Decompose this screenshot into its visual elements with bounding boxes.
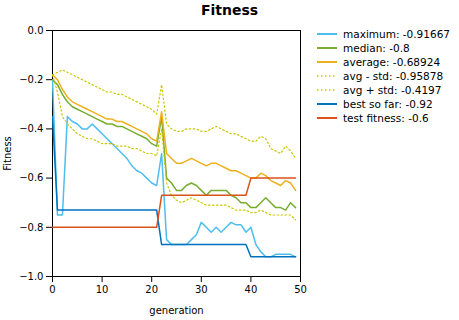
html-text:average: -0.68924: average: -0.68924 bbox=[343, 56, 441, 68]
html-text:Fitness: Fitness bbox=[200, 2, 259, 18]
html-text:median: -0.8: median: -0.8 bbox=[343, 42, 410, 54]
svg-text:30: 30 bbox=[195, 284, 208, 295]
html-text:best so far: -0.92: best so far: -0.92 bbox=[343, 98, 433, 110]
html-text:avg + std: -0.4197: avg + std: -0.4197 bbox=[343, 84, 442, 96]
html-text:avg - std: -0.95878: avg - std: -0.95878 bbox=[343, 70, 444, 82]
svg-text:−1.0: −1.0 bbox=[19, 271, 43, 282]
svg-text:0: 0 bbox=[49, 284, 55, 295]
svg-text:−0.6: −0.6 bbox=[19, 172, 43, 183]
html-text:test fitness: -0.6: test fitness: -0.6 bbox=[343, 112, 429, 124]
svg-text:10: 10 bbox=[96, 284, 109, 295]
svg-text:20: 20 bbox=[145, 284, 158, 295]
svg-text:−0.8: −0.8 bbox=[19, 222, 43, 233]
svg-text:generation: generation bbox=[149, 305, 203, 316]
svg-text:40: 40 bbox=[245, 284, 258, 295]
svg-text:50: 50 bbox=[294, 284, 307, 295]
html-text:maximum: -0.91667: maximum: -0.91667 bbox=[343, 28, 450, 40]
svg-text:−0.4: −0.4 bbox=[19, 123, 43, 134]
svg-text:Fitness: Fitness bbox=[2, 136, 13, 171]
svg-text:0.0: 0.0 bbox=[28, 25, 44, 36]
svg-text:−0.2: −0.2 bbox=[19, 74, 43, 85]
